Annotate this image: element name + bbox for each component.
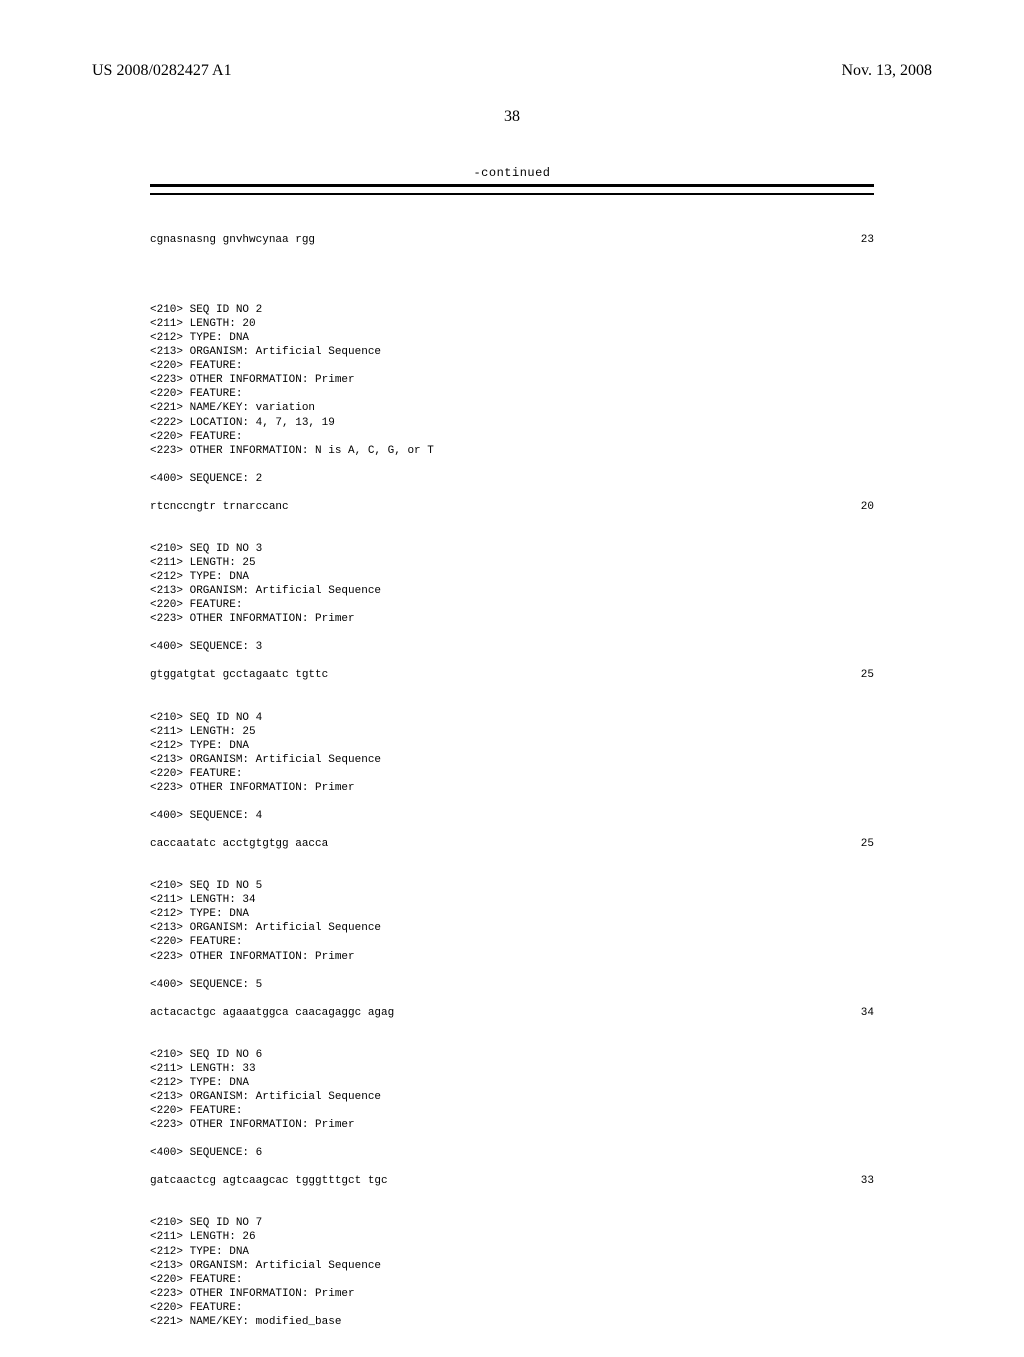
horizontal-rule bbox=[150, 184, 874, 195]
sequence-header-line: <211> LENGTH: 25 bbox=[150, 556, 874, 570]
sequence-header-line: <210> SEQ ID NO 3 bbox=[150, 542, 874, 556]
sequence-length: 20 bbox=[861, 500, 874, 514]
sequence-bases: caccaatatc acctgtgtgg aacca bbox=[150, 837, 328, 851]
sequence-header-line: <212> TYPE: DNA bbox=[150, 331, 874, 345]
sequence-header-line: <220> FEATURE: bbox=[150, 359, 874, 373]
publication-number: US 2008/0282427 A1 bbox=[92, 62, 232, 80]
sequence-block: <210> SEQ ID NO 2<211> LENGTH: 20<212> T… bbox=[150, 303, 874, 514]
sequence-bases: gatcaactcg agtcaagcac tgggtttgct tgc bbox=[150, 1174, 388, 1188]
sequence-block: <210> SEQ ID NO 3<211> LENGTH: 25<212> T… bbox=[150, 542, 874, 683]
sequence-header-line: <210> SEQ ID NO 4 bbox=[150, 711, 874, 725]
sequence-header-line: <220> FEATURE: bbox=[150, 1104, 874, 1118]
sequence-header-line: <213> ORGANISM: Artificial Sequence bbox=[150, 1090, 874, 1104]
sequence-length: 34 bbox=[861, 1006, 874, 1020]
sequence-listing-body: -continued cgnasnasng gnvhwcynaa rgg 23 … bbox=[0, 126, 1024, 1357]
sequence-bases: actacactgc agaaatggca caacagaggc agag bbox=[150, 1006, 394, 1020]
sequence-line: gtggatgtat gcctagaatc tgttc 25 bbox=[150, 668, 874, 682]
sequence-line: gatcaactcg agtcaagcac tgggtttgct tgc 33 bbox=[150, 1174, 874, 1188]
sequence-header-line: <220> FEATURE: bbox=[150, 1301, 874, 1315]
sequence-length: 23 bbox=[861, 233, 874, 247]
page-number: 38 bbox=[0, 108, 1024, 126]
sequence-header-line: <210> SEQ ID NO 7 bbox=[150, 1216, 874, 1230]
sequence-header-line: <223> OTHER INFORMATION: Primer bbox=[150, 1118, 874, 1132]
sequence-400-label: <400> SEQUENCE: 5 bbox=[150, 978, 874, 992]
sequence-block: <210> SEQ ID NO 7<211> LENGTH: 26<212> T… bbox=[150, 1216, 874, 1329]
sequence-header-line: <211> LENGTH: 33 bbox=[150, 1062, 874, 1076]
sequence-header-line: <221> NAME/KEY: variation bbox=[150, 401, 874, 415]
sequence-header-line: <223> OTHER INFORMATION: Primer bbox=[150, 950, 874, 964]
sequence-header-line: <213> ORGANISM: Artificial Sequence bbox=[150, 921, 874, 935]
sequence-header-line: <223> OTHER INFORMATION: Primer bbox=[150, 1287, 874, 1301]
sequence-header-line: <220> FEATURE: bbox=[150, 430, 874, 444]
sequence-header-line: <223> OTHER INFORMATION: Primer bbox=[150, 373, 874, 387]
sequence-header-line: <213> ORGANISM: Artificial Sequence bbox=[150, 753, 874, 767]
sequence-line: rtcnccngtr trnarccanc 20 bbox=[150, 500, 874, 514]
sequence-header-line: <213> ORGANISM: Artificial Sequence bbox=[150, 345, 874, 359]
page-header: US 2008/0282427 A1 Nov. 13, 2008 bbox=[0, 0, 1024, 80]
sequence-header-line: <220> FEATURE: bbox=[150, 935, 874, 949]
sequence-header-line: <220> FEATURE: bbox=[150, 767, 874, 781]
sequence-header-line: <213> ORGANISM: Artificial Sequence bbox=[150, 584, 874, 598]
sequence-bases: gtggatgtat gcctagaatc tgttc bbox=[150, 668, 328, 682]
sequence-header-line: <210> SEQ ID NO 6 bbox=[150, 1048, 874, 1062]
continued-label: -continued bbox=[150, 166, 874, 180]
sequence-block: <210> SEQ ID NO 6<211> LENGTH: 33<212> T… bbox=[150, 1048, 874, 1189]
sequence-400-label: <400> SEQUENCE: 4 bbox=[150, 809, 874, 823]
sequence-header-line: <223> OTHER INFORMATION: Primer bbox=[150, 781, 874, 795]
sequence-header-line: <220> FEATURE: bbox=[150, 1273, 874, 1287]
sequence-header-line: <223> OTHER INFORMATION: N is A, C, G, o… bbox=[150, 444, 874, 458]
sequence-line: caccaatatc acctgtgtgg aacca 25 bbox=[150, 837, 874, 851]
sequence-header-line: <212> TYPE: DNA bbox=[150, 907, 874, 921]
sequence-header-line: <212> TYPE: DNA bbox=[150, 570, 874, 584]
sequence-400-label: <400> SEQUENCE: 3 bbox=[150, 640, 874, 654]
sequence-header-line: <220> FEATURE: bbox=[150, 598, 874, 612]
publication-date: Nov. 13, 2008 bbox=[841, 62, 932, 80]
sequence-header-line: <211> LENGTH: 25 bbox=[150, 725, 874, 739]
sequence-block: <210> SEQ ID NO 5<211> LENGTH: 34<212> T… bbox=[150, 879, 874, 1020]
sequence-line: actacactgc agaaatggca caacagaggc agag 34 bbox=[150, 1006, 874, 1020]
sequence-header-line: <223> OTHER INFORMATION: Primer bbox=[150, 612, 874, 626]
sequence-header-line: <222> LOCATION: 4, 7, 13, 19 bbox=[150, 416, 874, 430]
sequence-header-line: <210> SEQ ID NO 2 bbox=[150, 303, 874, 317]
sequence-header-line: <221> NAME/KEY: modified_base bbox=[150, 1315, 874, 1329]
sequence-header-line: <211> LENGTH: 26 bbox=[150, 1230, 874, 1244]
sequence-header-line: <212> TYPE: DNA bbox=[150, 1076, 874, 1090]
sequence-length: 25 bbox=[861, 837, 874, 851]
sequence-length: 25 bbox=[861, 668, 874, 682]
sequence-length: 33 bbox=[861, 1174, 874, 1188]
sequence-header-line: <211> LENGTH: 34 bbox=[150, 893, 874, 907]
sequence-header-line: <212> TYPE: DNA bbox=[150, 1245, 874, 1259]
sequence-400-label: <400> SEQUENCE: 6 bbox=[150, 1146, 874, 1160]
sequence-400-label: <400> SEQUENCE: 2 bbox=[150, 472, 874, 486]
sequence-header-line: <220> FEATURE: bbox=[150, 387, 874, 401]
sequence-line: cgnasnasng gnvhwcynaa rgg 23 bbox=[150, 233, 874, 247]
sequence-bases: cgnasnasng gnvhwcynaa rgg bbox=[150, 233, 315, 247]
sequence-header-line: <212> TYPE: DNA bbox=[150, 739, 874, 753]
sequence-header-line: <210> SEQ ID NO 5 bbox=[150, 879, 874, 893]
sequence-bases: rtcnccngtr trnarccanc bbox=[150, 500, 289, 514]
sequence-header-line: <213> ORGANISM: Artificial Sequence bbox=[150, 1259, 874, 1273]
sequence-area: cgnasnasng gnvhwcynaa rgg 23 <210> SEQ I… bbox=[150, 205, 874, 1357]
sequence-block: <210> SEQ ID NO 4<211> LENGTH: 25<212> T… bbox=[150, 711, 874, 852]
sequence-header-line: <211> LENGTH: 20 bbox=[150, 317, 874, 331]
